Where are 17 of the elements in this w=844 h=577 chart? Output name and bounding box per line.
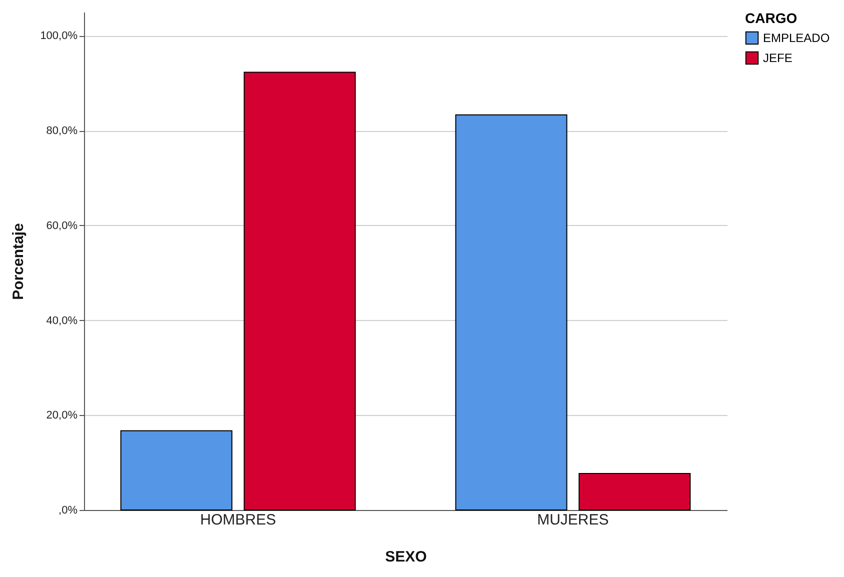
bar xyxy=(455,114,568,510)
legend-title: CARGO xyxy=(745,10,798,26)
bar xyxy=(578,472,691,510)
legend-label: JEFE xyxy=(763,51,792,65)
y-axis-title: Porcentaje xyxy=(10,223,28,300)
x-tick-label: MUJERES xyxy=(537,512,609,528)
x-axis-title: SEXO xyxy=(385,548,428,566)
bar xyxy=(244,72,356,510)
y-tick-label: 100,0% xyxy=(40,30,78,42)
x-tick-label: HOMBRES xyxy=(200,512,276,528)
y-tick-label: 60,0% xyxy=(46,220,78,232)
y-tick-label: 20,0% xyxy=(46,410,78,422)
y-tick-label: ,0% xyxy=(58,504,78,516)
legend-label: EMPLEADO xyxy=(763,31,830,45)
y-tick-label: 40,0% xyxy=(46,314,78,327)
bar xyxy=(120,430,232,510)
y-tick-label: 80,0% xyxy=(46,125,78,138)
